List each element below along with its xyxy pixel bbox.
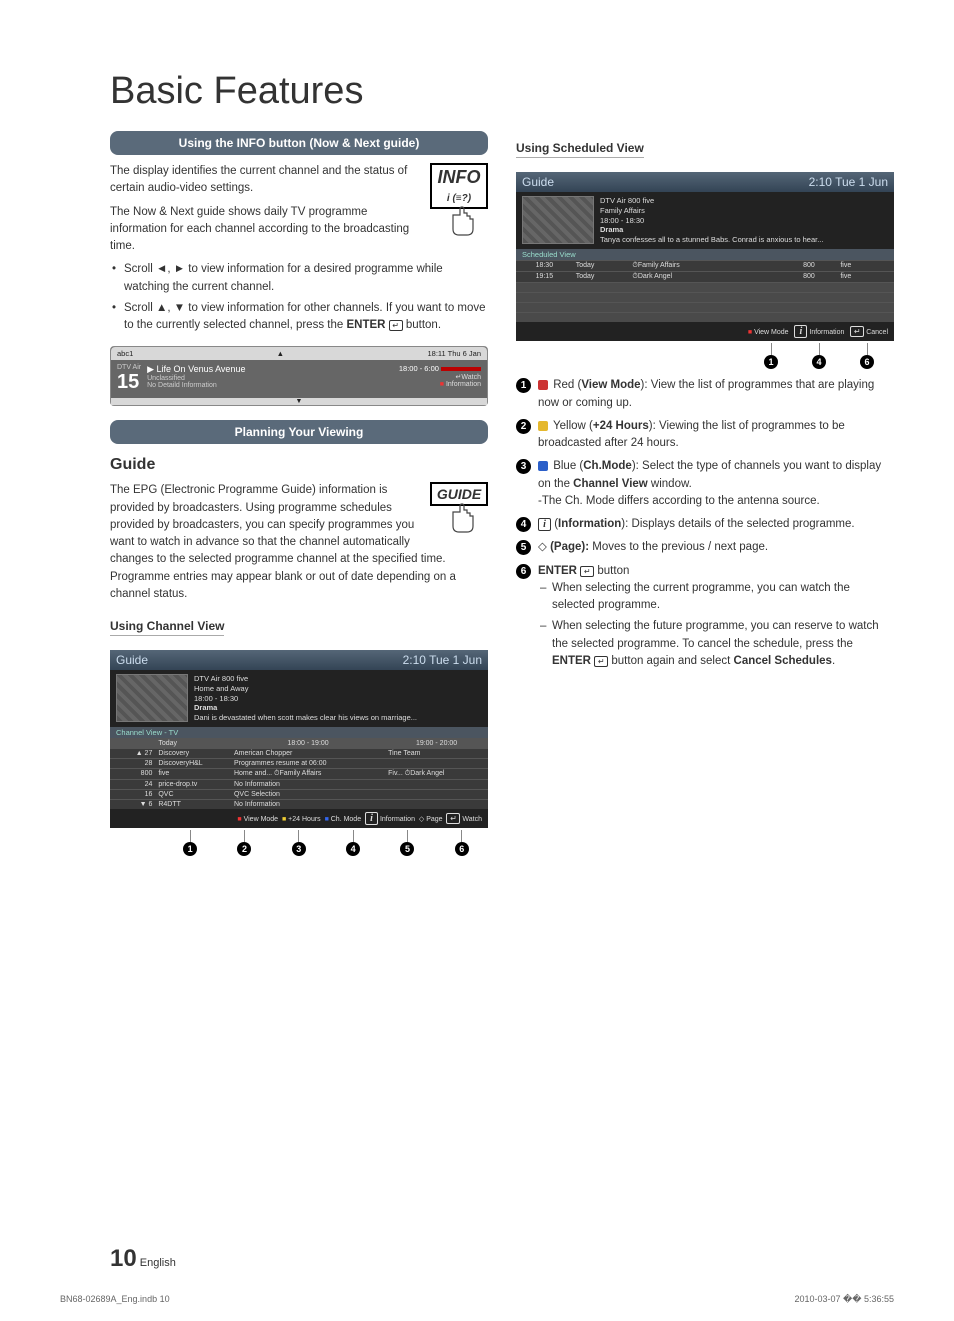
page-title: Basic Features: [110, 70, 894, 113]
now-next-panel: abc1 ▲ 18:11 Thu 6 Jan DTV Air 15 ▶ Life…: [110, 346, 488, 406]
table-row: 800fiveHome and... ⏱Family AffairsFiv...…: [110, 768, 488, 779]
doc-footer: BN68-02689A_Eng.indb 10 2010-03-07 �� 5:…: [60, 1294, 894, 1305]
gs2-clock: 2:10 Tue 1 Jun: [809, 175, 888, 189]
panel-clock: 18:11 Thu 6 Jan: [427, 349, 481, 358]
section-bar-planning: Planning Your Viewing: [110, 420, 488, 444]
table-row: 28DiscoveryH&LProgrammes resume at 06:00: [110, 758, 488, 768]
panel-channel: abc1: [117, 349, 133, 358]
doc-ref: BN68-02689A_Eng.indb 10: [60, 1294, 170, 1305]
table-row: 19:15Today⏱Dark Angel800five: [516, 271, 894, 282]
panel-programme: ▶ Life On Venus Avenue: [147, 364, 245, 375]
info-bullet-2: Scroll ▲, ▼ to view information for othe…: [124, 300, 488, 335]
info-bullet-1: Scroll ◄, ► to view information for a de…: [124, 261, 488, 296]
gs1-meta4: Drama: [194, 703, 417, 713]
info-label: INFO: [438, 167, 481, 187]
doc-timestamp: 2010-03-07 �� 5:36:55: [794, 1294, 894, 1305]
page-updown-icon: ◇: [538, 541, 547, 553]
gs2-callouts: 1 4 6: [516, 341, 894, 369]
enter-icon: ↵: [389, 320, 403, 331]
panel-ch-number: 15: [117, 371, 141, 394]
using-scheduled-view-heading: Using Scheduled View: [516, 141, 644, 158]
table-row: 24price-drop.tvNo Information: [110, 779, 488, 789]
gs2-meta4: Drama: [600, 225, 823, 235]
gs2-meta2: Family Affairs: [600, 206, 823, 216]
gs1-meta3: 18:00 - 18:30: [194, 694, 417, 704]
legend-6-sub2: When selecting the future programme, you…: [552, 618, 894, 670]
panel-arrow-up: ▲: [277, 349, 284, 358]
gs1-title: Guide: [116, 653, 148, 667]
gs2-meta1: DTV Air 800 five: [600, 196, 823, 206]
progress-bar: [441, 367, 481, 371]
blue-badge-icon: [538, 461, 548, 471]
legend-3: Blue (Ch.Mode): Select the type of chann…: [516, 458, 894, 510]
gs1-footer: ■ View Mode ■ +24 Hours ■ Ch. Mode i Inf…: [110, 809, 488, 828]
panel-ch-label: DTV Air: [117, 364, 141, 371]
gs1-meta5: Dani is devastated when scott makes clea…: [194, 713, 417, 723]
enter-icon: ↵: [580, 566, 594, 577]
legend-1: Red (View Mode): View the list of progra…: [516, 377, 894, 412]
panel-watch: ↵Watch: [399, 373, 481, 381]
info-icon: i: [538, 518, 551, 531]
section-bar-info: Using the INFO button (Now & Next guide): [110, 131, 488, 155]
info-button-icon: INFO i (≡?): [430, 163, 488, 246]
red-badge-icon: [538, 380, 548, 390]
gs2-table: 18:30Today⏱Family Affairs800five19:15Tod…: [516, 260, 894, 323]
yellow-badge-icon: [538, 421, 548, 431]
using-channel-view-heading: Using Channel View: [110, 619, 224, 636]
table-row: ▲ 27DiscoveryAmerican ChopperTine Team: [110, 748, 488, 758]
guide-scheduled-view-screenshot: Guide 2:10 Tue 1 Jun DTV Air 800 five Fa…: [516, 172, 894, 341]
guide-channel-view-screenshot: Guide 2:10 Tue 1 Jun DTV Air 800 five Ho…: [110, 650, 488, 828]
gs1-col-today: Today: [155, 738, 231, 748]
gs2-tab: Scheduled View: [516, 249, 894, 260]
legend-4: i (Information): Displays details of the…: [516, 516, 894, 533]
gs2-meta3: 18:00 - 18:30: [600, 216, 823, 226]
hand-icon: [439, 205, 479, 241]
gs1-tab: Channel View - TV: [110, 727, 488, 738]
legend-6-sub1: When selecting the current programme, yo…: [552, 580, 894, 615]
legend-list: Red (View Mode): View the list of progra…: [516, 377, 894, 670]
gs1-meta1: DTV Air 800 five: [194, 674, 417, 684]
enter-icon: ↵: [594, 656, 608, 667]
gs1-callouts: 1 2 3 4 5 6: [110, 828, 488, 856]
panel-arrow-down: ▼: [111, 398, 487, 405]
hand-icon: [439, 502, 479, 538]
legend-6: ENTER ↵ button When selecting the curren…: [516, 563, 894, 671]
gs2-title: Guide: [522, 175, 554, 189]
panel-time-range: 18:00 - 6:00: [399, 364, 481, 373]
gs1-col-t1: 18:00 - 19:00: [231, 738, 385, 748]
legend-5: ◇ (Page): Moves to the previous / next p…: [516, 539, 894, 556]
gs1-clock: 2:10 Tue 1 Jun: [403, 653, 482, 667]
table-row: 18:30Today⏱Family Affairs800five: [516, 260, 894, 271]
gs1-meta2: Home and Away: [194, 684, 417, 694]
guide-button-icon: GUIDE: [430, 482, 488, 543]
guide-heading: Guide: [110, 456, 488, 474]
panel-info: ■ Information: [399, 381, 481, 388]
table-row: 16QVCQVC Selection: [110, 789, 488, 799]
page-number: 10 English: [110, 1245, 176, 1273]
gs1-thumbnail: [116, 674, 188, 722]
gs1-table: Today 18:00 - 19:00 19:00 - 20:00 ▲ 27Di…: [110, 738, 488, 809]
info-i-glyph: i (≡?): [447, 194, 471, 204]
panel-detail: No Detaild Information: [147, 382, 245, 389]
gs2-thumbnail: [522, 196, 594, 244]
table-row: ▼ 6R4DTTNo Information: [110, 799, 488, 809]
panel-classification: Unclassified: [147, 375, 245, 382]
gs2-footer: ■ View Mode i Information ↵ Cancel: [516, 322, 894, 341]
gs1-col-t2: 19:00 - 20:00: [385, 738, 488, 748]
legend-2: Yellow (+24 Hours): Viewing the list of …: [516, 418, 894, 453]
gs2-meta5: Tanya confesses all to a stunned Babs. C…: [600, 235, 823, 245]
